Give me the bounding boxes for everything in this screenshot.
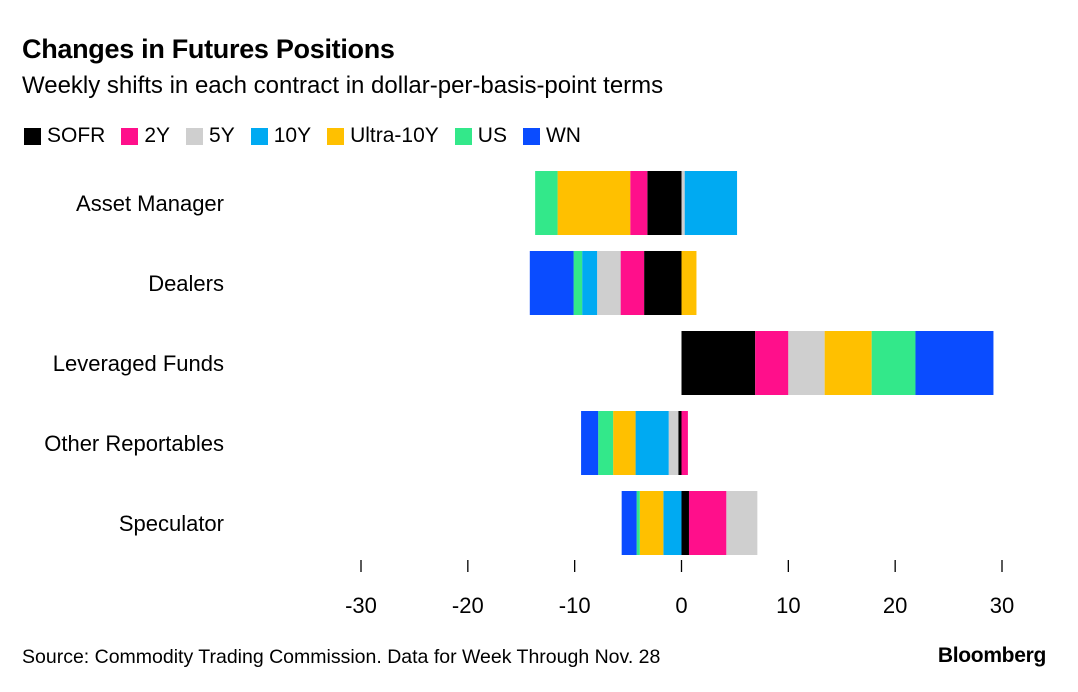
category-label: Speculator: [119, 511, 224, 536]
source-note: Source: Commodity Trading Commission. Da…: [22, 646, 661, 668]
chart-title: Changes in Futures Positions: [22, 34, 395, 64]
bar-segment: [788, 331, 825, 395]
bar-segment: [871, 331, 916, 395]
category-label: Leveraged Funds: [53, 351, 224, 376]
x-tick-label: 20: [883, 593, 907, 618]
legend-item: Ultra-10Y: [327, 124, 439, 148]
bar-segment: [639, 491, 664, 555]
legend-label: Ultra-10Y: [350, 124, 439, 147]
bloomberg-logo: Bloomberg: [937, 644, 1046, 667]
bar-segment: [621, 491, 637, 555]
bar-segment: [755, 331, 789, 395]
bar-segment: [681, 491, 689, 555]
bar-segment: [681, 251, 697, 315]
bar-segment: [668, 411, 679, 475]
legend-item: WN: [522, 124, 581, 148]
legend-item: 10Y: [250, 124, 312, 148]
bar-segment: [620, 251, 645, 315]
legend-item: 5Y: [186, 124, 235, 148]
x-tick-label: -10: [559, 593, 591, 618]
bar-segment: [824, 331, 872, 395]
legend: SOFR 2Y 5Y 10Y Ultra-10Y US WN: [24, 124, 597, 148]
bar-segment: [529, 251, 574, 315]
legend-item: 2Y: [121, 124, 170, 148]
bar-segment: [688, 491, 727, 555]
bar-segment: [915, 331, 994, 395]
chart-subtitle: Weekly shifts in each contract in dollar…: [22, 72, 664, 99]
x-tick-label: -20: [452, 593, 484, 618]
category-label: Dealers: [148, 271, 224, 296]
legend-label: 5Y: [209, 124, 235, 147]
legend-swatch: [186, 127, 204, 145]
x-tick-label: 10: [776, 593, 800, 618]
bar-segment: [573, 251, 583, 315]
bar-segment: [598, 411, 614, 475]
bar-segment: [681, 411, 688, 475]
bar-segment: [636, 491, 640, 555]
category-label: Other Reportables: [44, 431, 224, 456]
bar-segment: [663, 491, 682, 555]
bar-segment: [684, 171, 738, 235]
legend-item: SOFR: [24, 124, 105, 148]
legend-label: SOFR: [47, 124, 106, 147]
legend-swatch: [327, 127, 345, 145]
bar-segment: [635, 411, 669, 475]
bar-segment: [581, 411, 599, 475]
bar-segment: [597, 251, 621, 315]
bar-segment: [681, 171, 685, 235]
bar-segment: [647, 171, 682, 235]
bar-segment: [535, 171, 558, 235]
bar-segment: [681, 331, 756, 395]
bar-segment: [557, 171, 631, 235]
legend-item: US: [454, 124, 507, 148]
bar-segment: [630, 171, 648, 235]
legend-swatch: [522, 127, 540, 145]
bar-segment: [613, 411, 636, 475]
x-tick-label: -30: [345, 593, 377, 618]
legend-swatch: [454, 127, 472, 145]
bar-segment: [678, 411, 682, 475]
legend-label: US: [477, 124, 507, 147]
legend-swatch: [24, 127, 41, 145]
legend-label: WN: [545, 124, 581, 147]
legend-label: 10Y: [273, 124, 312, 147]
category-label: Asset Manager: [76, 191, 224, 216]
legend-swatch: [121, 127, 139, 145]
x-tick-label: 30: [990, 593, 1014, 618]
legend-swatch: [250, 127, 268, 145]
bar-segment: [582, 251, 598, 315]
bar-segment: [644, 251, 682, 315]
bar-segment: [726, 491, 758, 555]
x-tick-label: 0: [675, 593, 687, 618]
legend-label: 2Y: [144, 124, 171, 147]
